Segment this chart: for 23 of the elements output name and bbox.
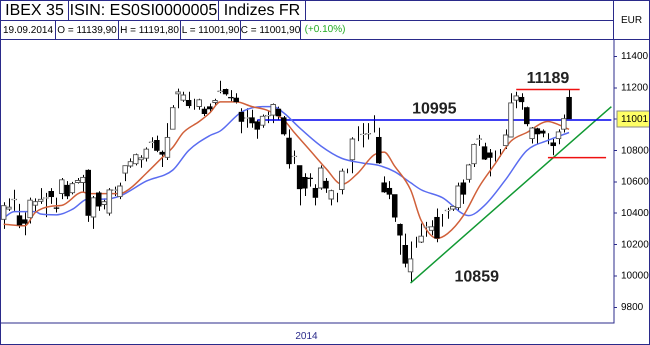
annotation: 11001 bbox=[621, 114, 649, 125]
text: 19.09.2014 bbox=[0, 20, 56, 40]
series-label: 10995 bbox=[412, 100, 457, 118]
y-axis-title: EUR bbox=[613, 0, 650, 40]
y-tick-label: 10600 bbox=[621, 176, 650, 188]
series-label: 10859 bbox=[454, 268, 500, 286]
chart-title: IBEX 35 bbox=[0, 0, 69, 21]
series-label: 11189 bbox=[526, 70, 570, 87]
y-tick-label: 11200 bbox=[621, 82, 649, 94]
text: (+0.10%) bbox=[300, 20, 350, 40]
text: ISIN: ES0SI0000005 bbox=[68, 0, 219, 21]
text: O = 11139,90 bbox=[55, 20, 119, 40]
y-tick-label: 11400 bbox=[621, 51, 649, 62]
x-axis-title: 2014 bbox=[294, 331, 319, 342]
y-tick-label: 10400 bbox=[621, 208, 650, 219]
text: C = 11001,90 bbox=[240, 20, 301, 40]
y-tick-label: 10000 bbox=[621, 270, 650, 282]
y-tick-label: 10800 bbox=[621, 145, 650, 156]
text: H = 11191,80 bbox=[118, 20, 181, 40]
text: L = 11001,90 bbox=[180, 20, 241, 40]
y-tick-label: 10200 bbox=[621, 239, 650, 250]
text: Indizes FR bbox=[218, 0, 306, 21]
y-tick-label: 9800 bbox=[621, 302, 644, 314]
